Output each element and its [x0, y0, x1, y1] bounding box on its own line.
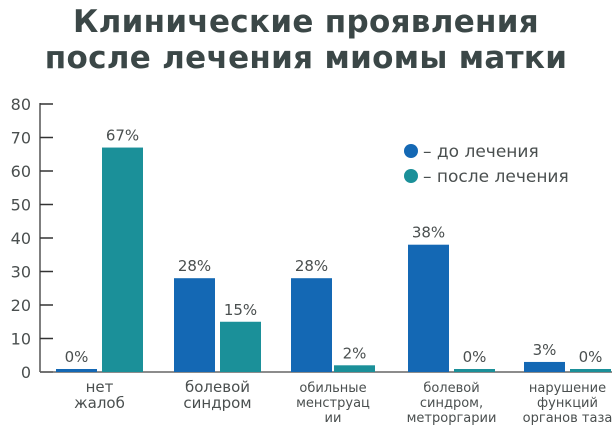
x-category-label: ии [325, 411, 342, 426]
data-label: 67% [106, 127, 139, 145]
y-tick-label: 60 [11, 162, 31, 181]
y-tick-label: 10 [11, 330, 31, 349]
data-label: 2% [343, 344, 367, 362]
bar-before [408, 244, 449, 372]
data-label: 38% [412, 224, 445, 242]
x-category-label: болевой [185, 378, 250, 396]
x-category-label: функций [537, 396, 598, 411]
x-category-label: синдром [183, 394, 251, 412]
y-tick-label: 70 [11, 129, 31, 148]
legend-label: – после лечения [423, 167, 569, 187]
y-tick-label: 80 [11, 95, 31, 114]
x-category-label: нет [86, 378, 114, 396]
legend-marker-before [404, 144, 418, 158]
bar-before [524, 361, 565, 372]
x-category-label: синдром, [420, 396, 483, 411]
legend-label: – до лечения [423, 142, 539, 162]
x-category-label: нарушение [529, 381, 606, 396]
x-category-label: органов таза [523, 411, 612, 426]
data-label: 28% [178, 257, 211, 275]
y-tick-label: 50 [11, 196, 31, 215]
y-tick-label: 20 [11, 296, 31, 315]
chart-title-line-2: после лечения миомы матки [44, 40, 568, 76]
data-label: 0% [463, 348, 487, 366]
bar-before [291, 278, 332, 372]
bar-before [56, 369, 97, 372]
data-label: 0% [579, 348, 603, 366]
x-category-label: менструац [296, 396, 370, 411]
bar-after [454, 369, 495, 372]
bar-after [102, 147, 143, 372]
bar-before [174, 278, 215, 372]
data-label: 15% [224, 301, 257, 319]
data-label: 0% [65, 348, 89, 366]
x-category-label: жалоб [74, 394, 125, 412]
x-category-label: болевой [423, 381, 479, 396]
x-category-label: обильные [299, 381, 366, 396]
y-tick-label: 40 [11, 229, 31, 248]
y-tick-label: 0 [21, 363, 31, 382]
data-label: 28% [295, 257, 328, 275]
legend-marker-after [404, 169, 418, 183]
bar-after [334, 365, 375, 372]
y-tick-label: 30 [11, 263, 31, 282]
x-category-label: метроргарии [407, 411, 497, 426]
bar-after [220, 321, 261, 372]
chart-title-line-1: Клинические проявления [73, 4, 539, 40]
data-label: 3% [533, 341, 557, 359]
bar-after [570, 369, 611, 372]
